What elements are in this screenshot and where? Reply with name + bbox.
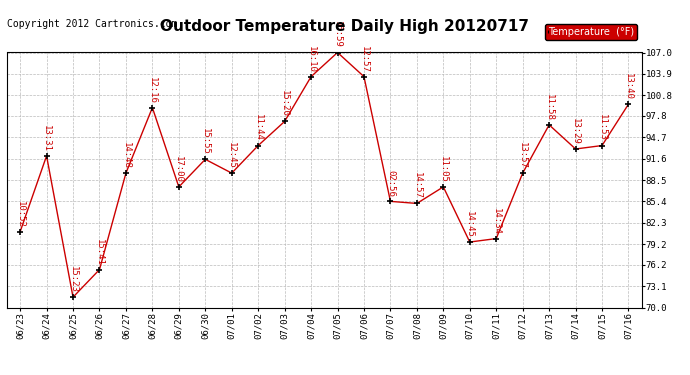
Point [544,122,555,128]
Text: 13:31: 13:31 [42,125,51,152]
Text: 10:52: 10:52 [16,201,25,228]
Text: 11:58: 11:58 [544,94,553,121]
Point [306,74,317,80]
Text: Outdoor Temperature Daily High 20120717: Outdoor Temperature Daily High 20120717 [161,19,529,34]
Text: 14:45: 14:45 [465,211,474,238]
Text: 12:45: 12:45 [227,142,236,169]
Point [121,170,132,176]
Point [411,200,422,206]
Point [518,170,529,176]
Point [147,105,158,111]
Point [173,184,184,190]
Text: 14:48: 14:48 [121,142,130,169]
Point [570,146,581,152]
Point [359,74,370,80]
Text: 02:56: 02:56 [386,170,395,197]
Legend: Temperature  (°F): Temperature (°F) [545,24,637,40]
Point [94,267,105,273]
Text: 17:00: 17:00 [175,156,184,183]
Text: Copyright 2012 Cartronics.com: Copyright 2012 Cartronics.com [7,20,177,29]
Text: 16:10: 16:10 [306,46,315,72]
Text: 15:59: 15:59 [333,21,342,48]
Text: 12:16: 12:16 [148,76,157,104]
Point [491,236,502,242]
Point [253,142,264,148]
Point [226,170,237,176]
Text: 14:57: 14:57 [413,172,422,199]
Text: 15:41: 15:41 [95,238,104,266]
Point [279,118,290,124]
Point [623,101,634,107]
Text: 15:23: 15:23 [68,266,77,293]
Text: 13:40: 13:40 [624,73,633,100]
Text: 15:20: 15:20 [280,90,289,117]
Text: 12:57: 12:57 [359,46,368,72]
Text: 11:53: 11:53 [598,114,607,141]
Point [68,294,79,300]
Point [597,142,608,148]
Text: 13:29: 13:29 [571,118,580,145]
Text: 11:44: 11:44 [254,114,263,141]
Point [332,50,343,55]
Text: 15:55: 15:55 [201,128,210,155]
Point [14,229,26,235]
Point [438,184,449,190]
Text: 11:05: 11:05 [439,156,448,183]
Text: 14:34: 14:34 [492,207,501,234]
Point [385,198,396,204]
Text: 13:57: 13:57 [518,142,527,169]
Point [41,153,52,159]
Point [200,156,211,162]
Point [464,239,475,245]
